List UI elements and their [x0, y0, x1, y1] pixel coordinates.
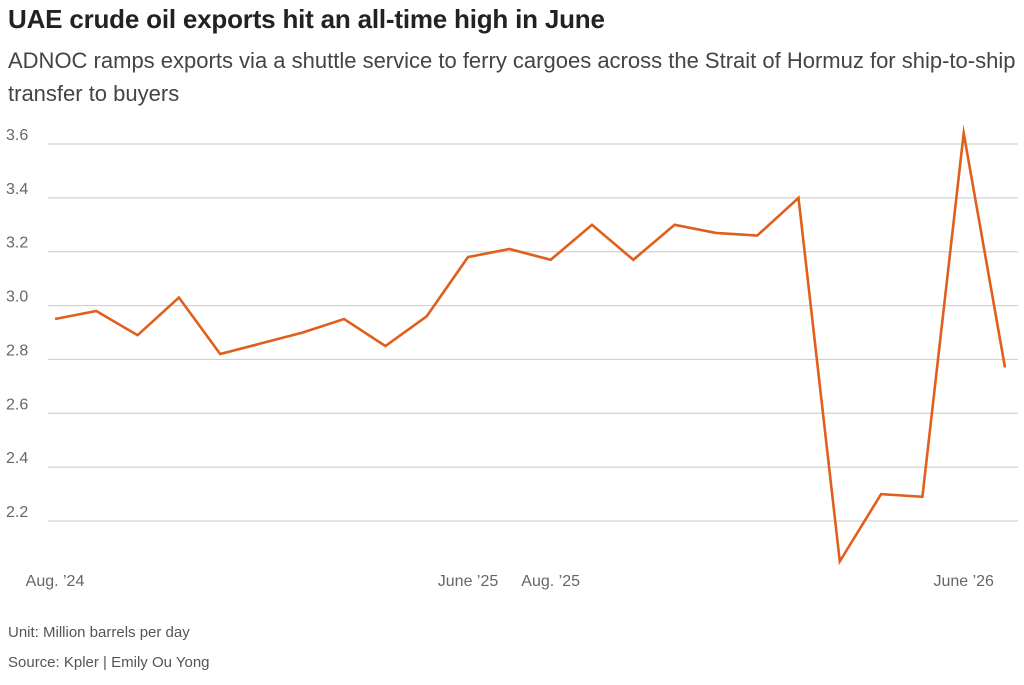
- chart-subtitle: ADNOC ramps exports via a shuttle servic…: [8, 48, 1016, 106]
- x-tick-label: June ’26: [933, 573, 994, 590]
- x-tick-label: Aug. ’25: [521, 573, 580, 590]
- y-tick-label: 3.4: [6, 181, 28, 198]
- y-tick-label: 2.4: [6, 450, 28, 467]
- unit-note: Unit: Million barrels per day: [8, 624, 190, 641]
- y-tick-label: 3.0: [6, 289, 28, 306]
- chart-title: UAE crude oil exports hit an all-time hi…: [8, 4, 605, 34]
- y-tick-label: 3.6: [6, 127, 28, 144]
- y-tick-label: 2.8: [6, 342, 28, 359]
- series-line: [54, 124, 1007, 566]
- x-tick-label: June ’25: [438, 573, 499, 590]
- source-note: Source: Kpler | Emily Ou Yong: [8, 654, 210, 671]
- line-chart: 2.2 2.4 2.6 2.8 3.0 3.2 3.4 3.6 Aug. ’24 June ’25…: [6, 124, 1018, 590]
- x-tick-label: Aug. ’24: [26, 573, 85, 590]
- y-tick-label: 3.2: [6, 235, 28, 252]
- y-tick-label: 2.6: [6, 396, 28, 413]
- y-tick-label: 2.2: [6, 504, 28, 521]
